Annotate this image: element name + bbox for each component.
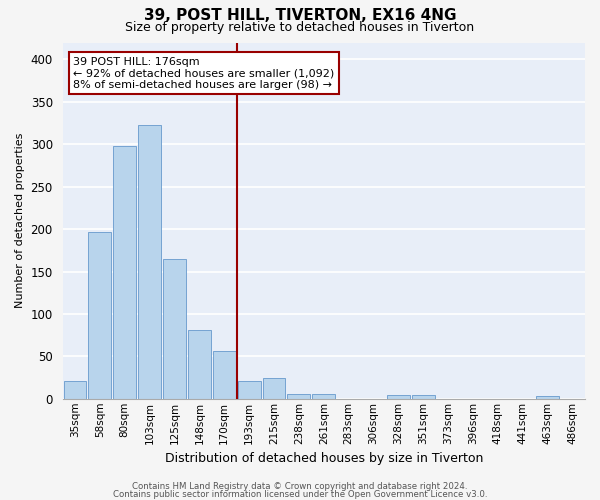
Bar xyxy=(138,125,161,399)
Bar xyxy=(163,259,186,399)
Bar xyxy=(88,232,111,399)
Bar xyxy=(536,396,559,399)
Text: Contains HM Land Registry data © Crown copyright and database right 2024.: Contains HM Land Registry data © Crown c… xyxy=(132,482,468,491)
Text: Size of property relative to detached houses in Tiverton: Size of property relative to detached ho… xyxy=(125,21,475,34)
Bar xyxy=(287,394,310,399)
Bar xyxy=(113,146,136,399)
Text: 39 POST HILL: 176sqm
← 92% of detached houses are smaller (1,092)
8% of semi-det: 39 POST HILL: 176sqm ← 92% of detached h… xyxy=(73,57,334,90)
Bar xyxy=(188,330,211,399)
Bar xyxy=(387,396,410,399)
Text: 39, POST HILL, TIVERTON, EX16 4NG: 39, POST HILL, TIVERTON, EX16 4NG xyxy=(144,8,456,22)
Bar xyxy=(238,381,260,399)
Y-axis label: Number of detached properties: Number of detached properties xyxy=(15,133,25,308)
Bar xyxy=(263,378,286,399)
Bar xyxy=(412,396,435,399)
Text: Contains public sector information licensed under the Open Government Licence v3: Contains public sector information licen… xyxy=(113,490,487,499)
Bar xyxy=(313,394,335,399)
X-axis label: Distribution of detached houses by size in Tiverton: Distribution of detached houses by size … xyxy=(164,452,483,465)
Bar xyxy=(213,352,236,399)
Bar xyxy=(64,381,86,399)
